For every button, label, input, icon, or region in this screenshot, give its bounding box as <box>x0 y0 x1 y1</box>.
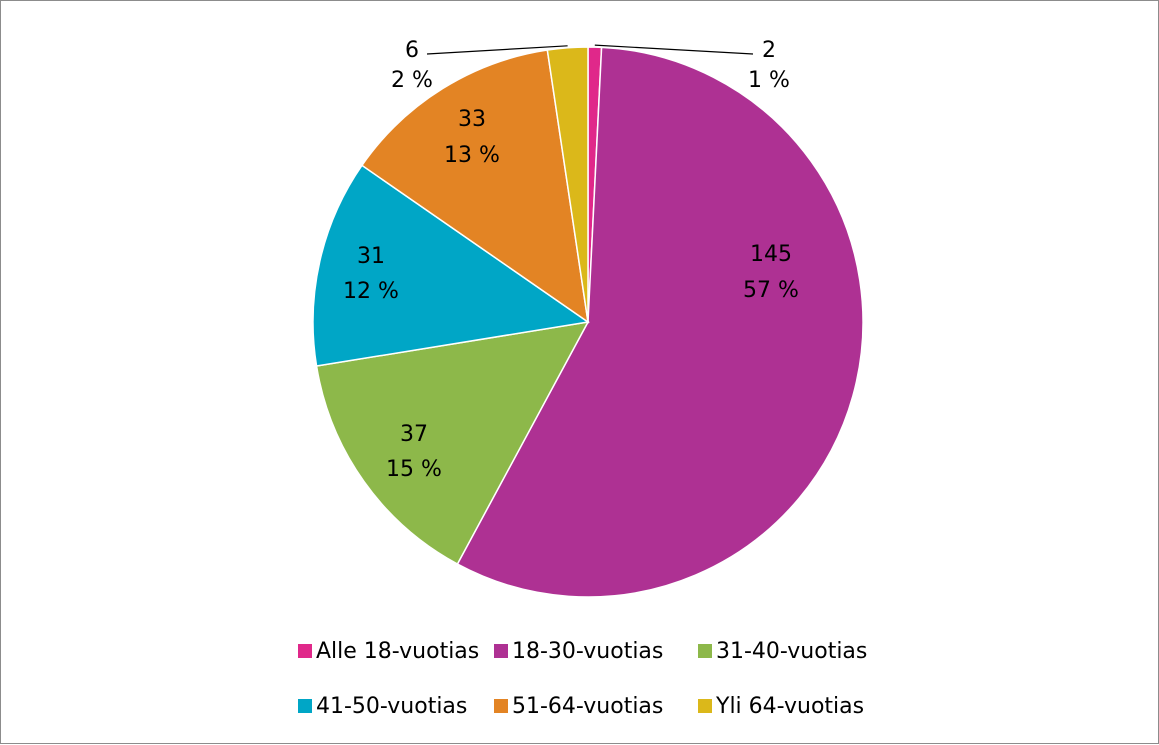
data-label-percent-31-40-vuotias: 15 % <box>386 457 442 482</box>
data-label-value-yli-64-vuotias: 6 <box>405 38 419 63</box>
data-label-value-alle-18-vuotias: 2 <box>762 38 776 63</box>
legend-swatch-31-40-vuotias <box>698 644 712 658</box>
data-label-percent-51-64-vuotias: 13 % <box>444 143 500 168</box>
data-label-value-41-50-vuotias: 31 <box>357 244 385 269</box>
legend-swatch-18-30-vuotias <box>494 644 508 658</box>
legend: Alle 18-vuotias 18-30-vuotias 31-40-vuotia… <box>298 639 867 719</box>
legend-swatch-41-50-vuotias <box>298 699 312 713</box>
data-label-percent-41-50-vuotias: 12 % <box>343 279 399 304</box>
pie-slices <box>313 47 863 597</box>
data-label-percent-yli-64-vuotias: 2 % <box>391 68 433 93</box>
legend-swatch-yli-64-vuotias <box>698 699 712 713</box>
data-label-percent-18-30-vuotias: 57 % <box>743 278 799 303</box>
legend-swatch-51-64-vuotias <box>494 699 508 713</box>
legend-label-51-64-vuotias: 51-64-vuotias <box>512 694 663 719</box>
legend-label-yli-64-vuotias: Yli 64-vuotias <box>715 694 864 719</box>
legend-label-alle-18-vuotias: Alle 18-vuotias <box>316 639 479 664</box>
legend-label-18-30-vuotias: 18-30-vuotias <box>512 639 663 664</box>
data-label-percent-alle-18-vuotias: 1 % <box>748 68 790 93</box>
data-label-value-51-64-vuotias: 33 <box>458 107 486 132</box>
legend-label-41-50-vuotias: 41-50-vuotias <box>316 694 467 719</box>
legend-label-31-40-vuotias: 31-40-vuotias <box>716 639 867 664</box>
data-label-value-18-30-vuotias: 145 <box>750 242 792 267</box>
data-label-value-31-40-vuotias: 37 <box>400 422 428 447</box>
legend-swatch-alle-18-vuotias <box>298 644 312 658</box>
